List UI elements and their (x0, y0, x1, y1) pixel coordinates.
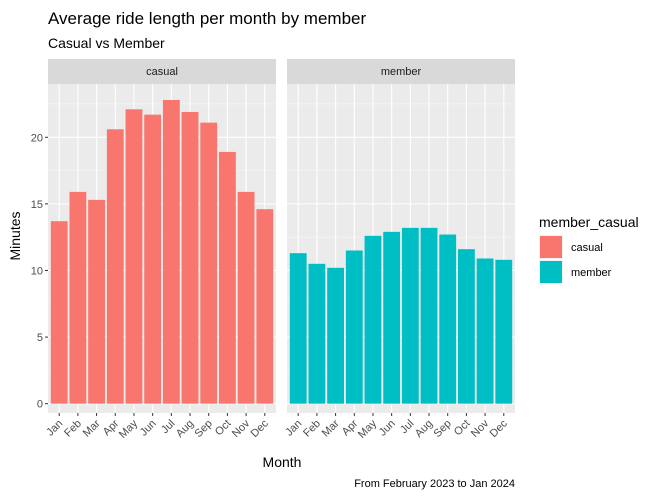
chart-subtitle: Casual vs Member (48, 35, 165, 51)
bar-member-apr (345, 250, 363, 404)
x-tick-label: Aug (174, 418, 196, 440)
y-tick-label: 15 (31, 199, 43, 211)
legend-key-member (540, 261, 562, 283)
y-tick-label: 10 (31, 265, 43, 277)
y-axis-title: Minutes (7, 211, 23, 260)
bar-casual-mar (88, 199, 105, 404)
bar-member-mar (327, 267, 344, 404)
x-tick-label: Jun (138, 418, 159, 439)
x-tick-label: Jan (44, 418, 65, 439)
facet-strip (48, 59, 276, 84)
y-tick-label: 20 (31, 132, 43, 144)
bar-casual-feb (69, 191, 87, 404)
legend-label-casual: casual (571, 242, 603, 254)
facet-strip-label: casual (146, 66, 178, 78)
x-tick-label: Sep (432, 418, 454, 440)
x-tick-label: Mar (320, 417, 342, 439)
x-tick-label: May (117, 417, 141, 441)
x-tick-label: Oct (213, 418, 234, 439)
y-tick-label: 5 (37, 332, 43, 344)
facet-strip-label: member (381, 66, 422, 78)
bar-casual-jan (50, 221, 68, 404)
x-tick-label: Oct (452, 418, 473, 439)
legend-title: member_casual (539, 214, 639, 230)
x-tick-label: Sep (193, 418, 215, 440)
facet-strip (287, 59, 515, 84)
bar-casual-jul (162, 99, 180, 404)
x-tick-label: Feb (301, 418, 323, 440)
x-tick-label: Dec (488, 417, 511, 440)
x-tick-label: Aug (413, 418, 435, 440)
bar-casual-jun (144, 114, 162, 404)
x-axis-title: Month (263, 454, 302, 470)
bar-member-may (364, 235, 382, 404)
bar-casual-oct (219, 151, 236, 404)
chart-caption: From February 2023 to Jan 2024 (354, 478, 515, 490)
x-tick-label: Feb (62, 418, 84, 440)
x-tick-label: Nov (469, 417, 492, 440)
legend: member_casual casual member (539, 214, 639, 284)
bar-member-jul (401, 227, 419, 404)
x-tick-label: Mar (81, 417, 103, 439)
bar-member-feb (308, 263, 326, 404)
bar-member-nov (476, 258, 494, 404)
chart-title: Average ride length per month by member (48, 9, 366, 28)
legend-key-casual (540, 236, 562, 258)
bar-member-oct (458, 249, 475, 404)
bar-member-dec (495, 259, 513, 404)
x-tick-label: Dec (249, 417, 272, 440)
legend-label-member: member (571, 267, 612, 279)
bar-casual-may (125, 109, 143, 404)
x-tick-label: Nov (230, 417, 253, 440)
bar-casual-aug (181, 111, 199, 404)
x-tick-label: May (356, 417, 380, 441)
bar-member-aug (420, 227, 438, 404)
x-tick-label: Jun (377, 418, 398, 439)
bar-casual-sep (200, 122, 218, 404)
bar-casual-dec (256, 209, 274, 404)
bar-member-jan (289, 253, 307, 404)
bar-member-sep (439, 234, 457, 404)
bar-member-jun (383, 231, 401, 404)
x-tick-label: Jan (283, 418, 304, 439)
y-axis: 0 5 10 15 20 (31, 132, 48, 411)
bar-casual-nov (237, 191, 255, 404)
y-tick-label: 0 (37, 399, 43, 411)
bar-casual-apr (106, 129, 124, 404)
